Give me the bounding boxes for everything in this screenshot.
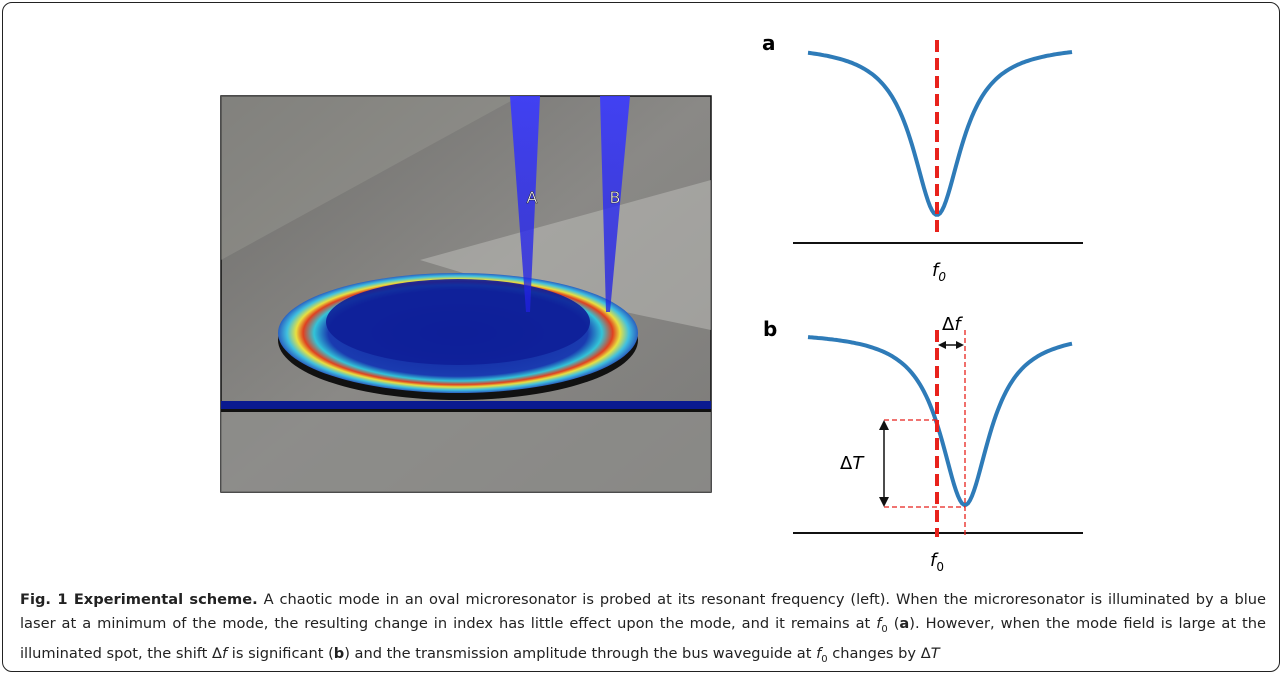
resonance-curve [808, 52, 1072, 215]
shift-label: Δf [942, 314, 963, 335]
axis-label: f0 [930, 550, 944, 574]
caption-title: Fig. 1 Experimental scheme. [20, 591, 258, 608]
axis-subscript: 0 [938, 270, 946, 284]
delta: Δ [942, 314, 955, 335]
symbol: T [852, 453, 865, 474]
depth-label: ΔT [840, 453, 865, 474]
axis-label: f0 [932, 260, 946, 284]
beam-label: B [610, 188, 621, 207]
caption-symbol: Δ [921, 645, 931, 662]
caption-ref: b [334, 645, 344, 662]
caption-text: ( [888, 615, 900, 632]
figure-graphics: A B a f0 b Δf ΔT f0 [0, 0, 1284, 580]
symbol: f [954, 314, 963, 335]
caption-symbol: T [931, 645, 940, 662]
caption-text: ) and the transmission amplitude through… [344, 645, 816, 662]
axis-subscript: 0 [936, 560, 944, 574]
caption-ref: a [899, 615, 909, 632]
beam-label: A [527, 188, 538, 207]
caption: Fig. 1 Experimental scheme. A chaotic mo… [20, 588, 1266, 672]
delta: Δ [840, 453, 853, 474]
caption-text: is significant ( [227, 645, 334, 662]
caption-text: changes by [828, 645, 921, 662]
scheme-image: A B [221, 96, 711, 492]
caption-symbol: Δ [212, 645, 222, 662]
panel-a: a f0 [762, 31, 1083, 284]
panel-label: a [762, 31, 776, 55]
resonance-curve [808, 337, 1072, 505]
panel-b: b Δf ΔT f0 [763, 314, 1083, 574]
page: A B a f0 b Δf ΔT f0 Fig. 1 Experimental … [0, 0, 1284, 676]
panel-label: b [763, 317, 777, 341]
